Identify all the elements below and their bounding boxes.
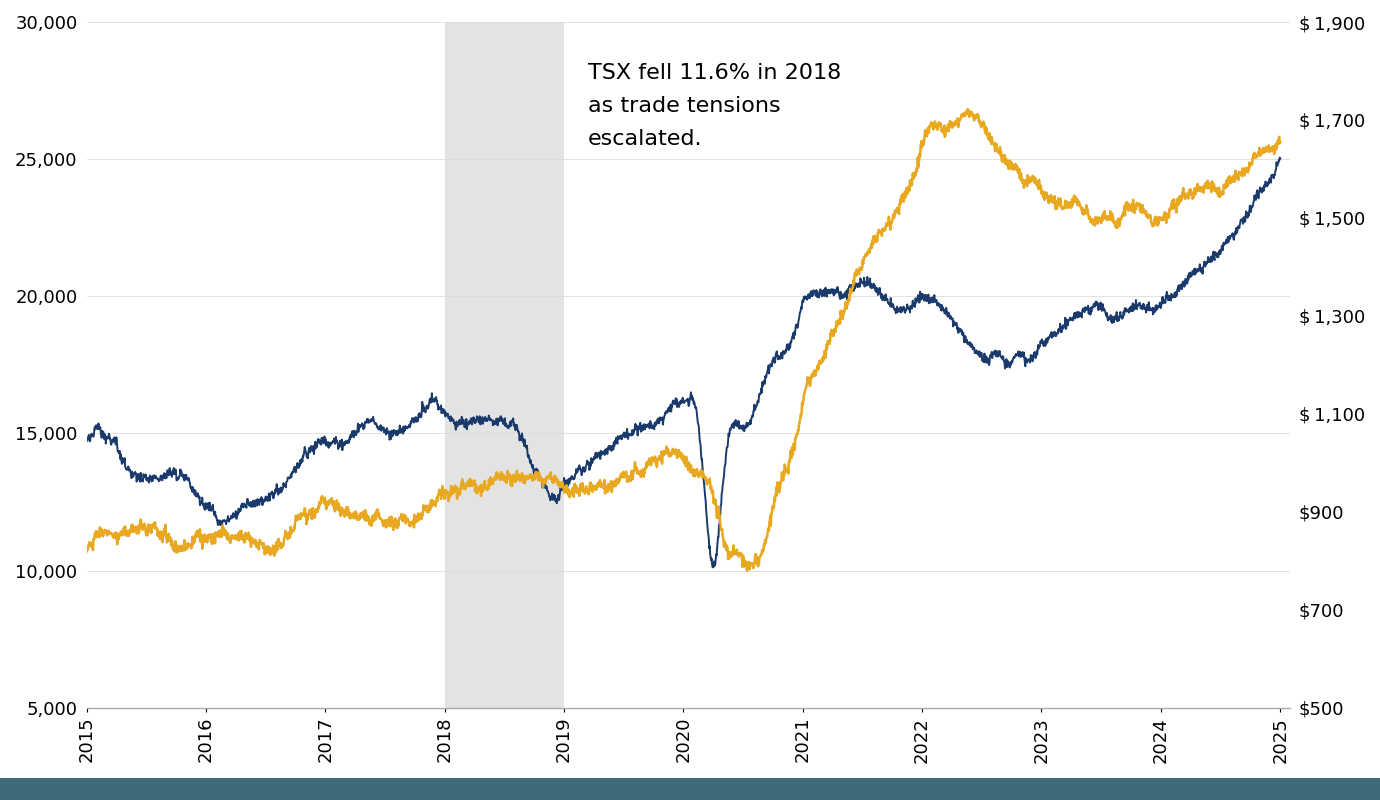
Bar	[444, 22, 564, 708]
Text: TSX fell 11.6% in 2018
as trade tensions
escalated.: TSX fell 11.6% in 2018 as trade tensions…	[588, 63, 840, 149]
